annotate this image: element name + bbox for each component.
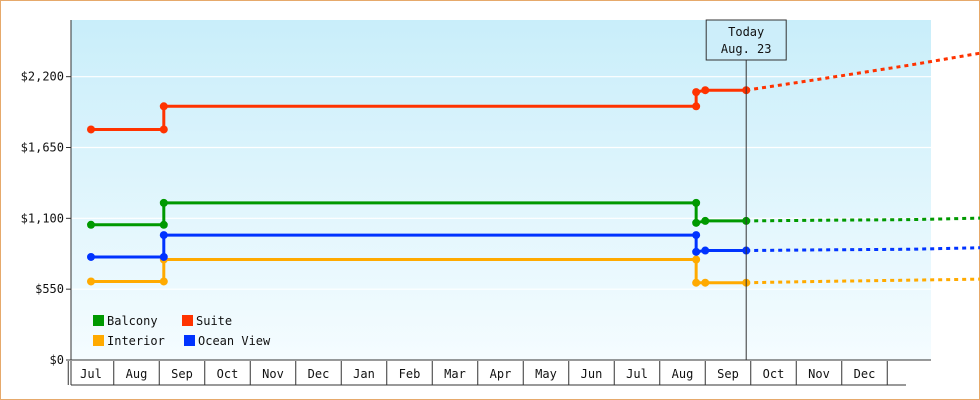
month-axis: Jul Aug Sep Oct Nov Dec Jan Feb Mar Apr May Jun Jul A… [67,361,906,386]
month-label: Sep [171,367,193,381]
data-point [87,277,95,286]
data-point [701,86,710,95]
forecast-line [746,277,980,285]
month-label: Aug [126,367,148,381]
month-label: Jun [581,367,603,381]
data-point [701,216,710,225]
data-point [692,218,701,227]
month-label: Jul [80,367,102,381]
data-point [692,102,701,111]
month-label: Nov [808,367,830,381]
legend-swatch [93,335,104,346]
month-label: Jul [626,367,648,381]
series-interior [87,255,980,287]
y-tick-label: $1,100 [21,211,64,225]
legend-label: Ocean View [198,334,271,348]
y-tick-label: $1,650 [21,141,64,155]
data-point [159,220,168,229]
data-point [159,125,168,134]
month-band [71,361,906,385]
data-point [159,231,168,240]
y-tick-label: $0 [50,353,64,367]
axis-layer: $0 $550 $1,100 $1,650 $2,200 [21,20,931,367]
forecast-line [746,216,980,223]
data-point [159,198,168,207]
month-label: Nov [262,367,284,381]
data-point [692,247,701,256]
today-box [705,19,787,61]
forecast-line [745,51,980,92]
month-label: Feb [399,367,421,381]
today-label: Today [728,25,764,39]
data-point [87,252,95,261]
month-label: Sep [717,367,739,381]
month-label: May [535,367,557,381]
data-point [701,278,710,287]
y-tick-label: $2,200 [21,70,64,84]
month-label: Jan [353,367,375,381]
legend-swatch [184,335,195,346]
series-ocean-view [87,231,980,261]
month-label: Oct [217,367,239,381]
plot-background [71,20,931,360]
data-point [692,231,701,240]
grid-layer [71,76,931,290]
month-label: Dec [308,367,330,381]
data-point [692,88,701,97]
data-point [692,255,701,264]
data-point [692,278,701,287]
data-point [87,125,95,134]
today-date: Aug. 23 [721,42,772,56]
month-label: Aug [672,367,694,381]
data-point [87,220,95,229]
data-point [159,102,168,111]
month-label: Mar [444,367,466,381]
series-layer [87,51,980,287]
month-label: Dec [854,367,876,381]
legend-label: Balcony [107,314,158,328]
legend-label: Suite [196,314,232,328]
data-point [159,277,168,286]
series-balcony [87,198,980,229]
legend-swatch [93,315,104,326]
today-marker: Today Aug. 23 [705,19,787,360]
forecast-line [746,246,980,253]
y-tick-label: $550 [35,282,64,296]
legend-label: Interior [107,334,165,348]
data-point [159,252,168,261]
legend: Balcony Suite Interior Ocean View [93,314,271,348]
data-point [701,246,710,255]
data-point [692,198,701,207]
month-label: Apr [490,367,512,381]
month-label: Oct [763,367,785,381]
legend-swatch [182,315,193,326]
